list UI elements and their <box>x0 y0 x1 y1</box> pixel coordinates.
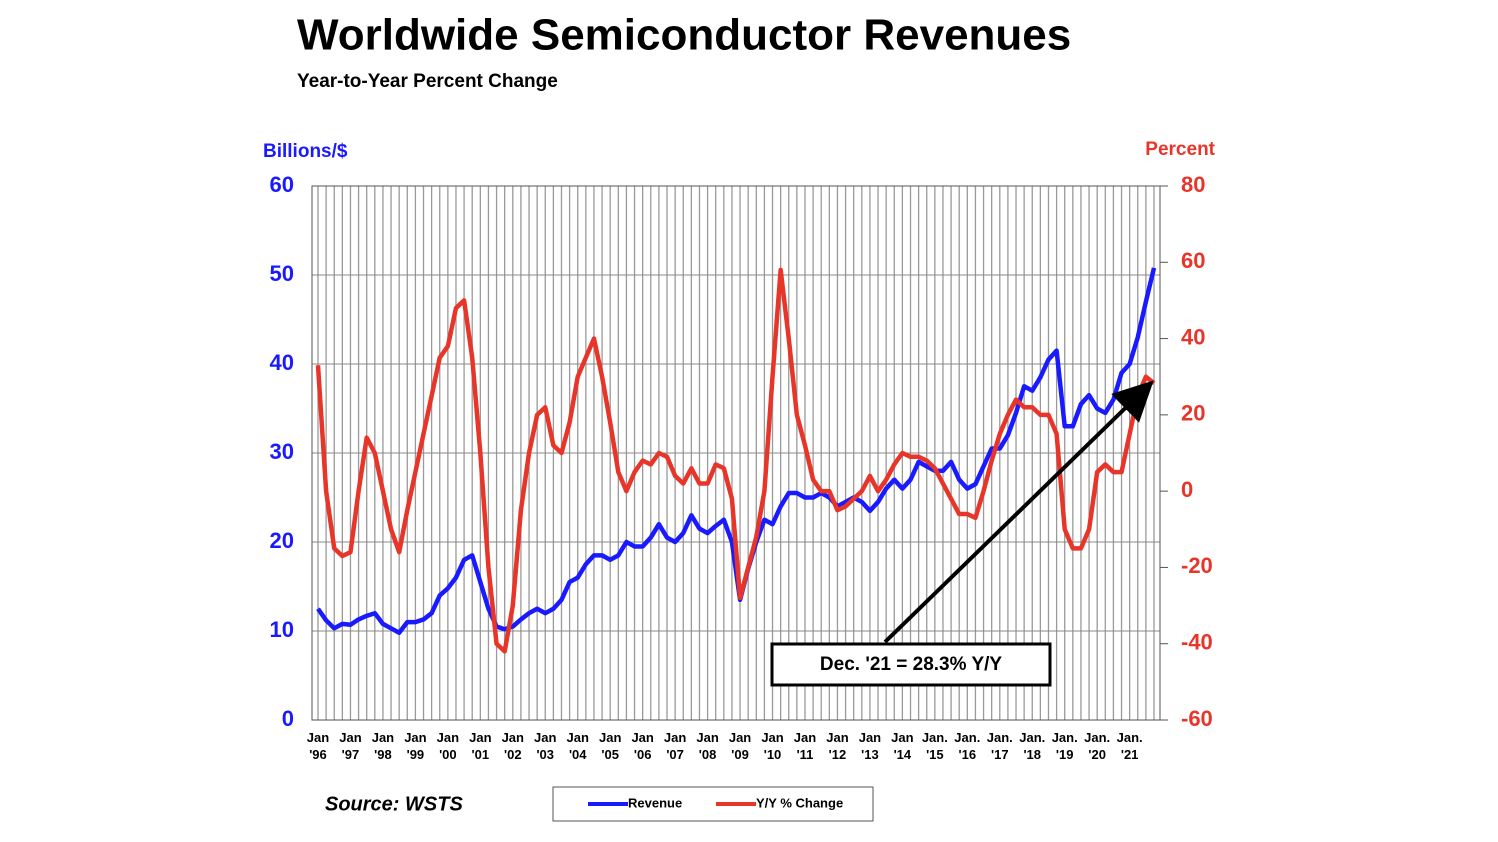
x-tick-label: Jan '12 <box>826 730 849 762</box>
x-tick-label: Jan '06 <box>631 730 654 762</box>
x-tick-label: Jan '96 <box>306 730 330 762</box>
x-tick-label: Jan '05 <box>598 730 622 762</box>
x-tick-label: Jan. '19 <box>1051 730 1078 762</box>
source: Source: WSTS <box>325 793 463 815</box>
x-tick-label: Jan '98 <box>371 730 395 762</box>
x-tick-label: Jan '99 <box>404 730 427 762</box>
annotation: Dec. '21 = 28.3% Y/Y <box>820 654 1002 675</box>
lines <box>315 267 1157 654</box>
y2-tick-label: 20 <box>1181 401 1205 426</box>
y-tick-label: 30 <box>270 439 294 464</box>
plot-frame <box>311 185 1161 721</box>
x-tick-label: Jan. '20 <box>1084 730 1111 762</box>
y2-tick-label: -20 <box>1181 553 1213 578</box>
annotation-arrow <box>883 380 1154 644</box>
x-tick-label: Jan '10 <box>761 730 784 762</box>
x-tick-label: Jan. '15 <box>921 730 948 762</box>
y2-tick-label: 60 <box>1181 248 1205 273</box>
y-tick-label: 0 <box>282 706 294 731</box>
y2-tick-label: -60 <box>1181 706 1213 731</box>
grid <box>312 185 1160 721</box>
y2-tick-label: -40 <box>1181 630 1213 655</box>
y-tick-label: 40 <box>270 350 294 375</box>
chart-subtitle: Year-to-Year Percent Change <box>297 71 558 92</box>
chart-title: Worldwide Semiconductor Revenues <box>297 11 1071 60</box>
x-tick-label: Jan '04 <box>566 730 589 762</box>
y2-tick-label: 40 <box>1181 324 1205 349</box>
x-tick-label: Jan '14 <box>891 730 914 762</box>
x-tick-label: Jan '02 <box>501 730 524 762</box>
x-tick-label: Jan '00 <box>436 730 460 762</box>
legend-label: Y/Y % Change <box>756 795 843 810</box>
y-tick-label: 60 <box>270 172 294 197</box>
y2-axis-title: Percent <box>1145 139 1215 160</box>
y-tick-label: 50 <box>270 261 294 286</box>
x-tick-label: Jan '08 <box>696 730 719 762</box>
x-tick-label: Jan '97 <box>339 730 362 762</box>
y-tick-label: 10 <box>270 617 294 642</box>
x-tick-label: Jan '03 <box>534 730 557 762</box>
y2-tick-label: 80 <box>1181 172 1205 197</box>
annotation-box <box>770 642 1052 687</box>
x-tick-label: Jan. '17 <box>986 730 1013 762</box>
x-tick-label: Jan '11 <box>793 730 817 762</box>
x-tick-label: Jan. '21 <box>1116 730 1143 762</box>
x-tick-label: Jan '01 <box>469 730 492 762</box>
y2-tick-label: 0 <box>1181 477 1193 502</box>
x-tick-label: Jan '09 <box>728 730 752 762</box>
series-line <box>315 267 1156 654</box>
x-tick-label: Jan. '18 <box>1019 730 1046 762</box>
x-tick-label: Jan '13 <box>858 730 882 762</box>
x-tick-label: Jan '07 <box>663 730 687 762</box>
legend-entries: Revenue Y/Y % Change <box>588 795 843 810</box>
y-axis-title: Billions/$ <box>263 141 348 162</box>
y-tick-label: 20 <box>270 528 294 553</box>
x-tick-label: Jan. '16 <box>954 730 981 762</box>
legend-label: Revenue <box>628 795 682 810</box>
